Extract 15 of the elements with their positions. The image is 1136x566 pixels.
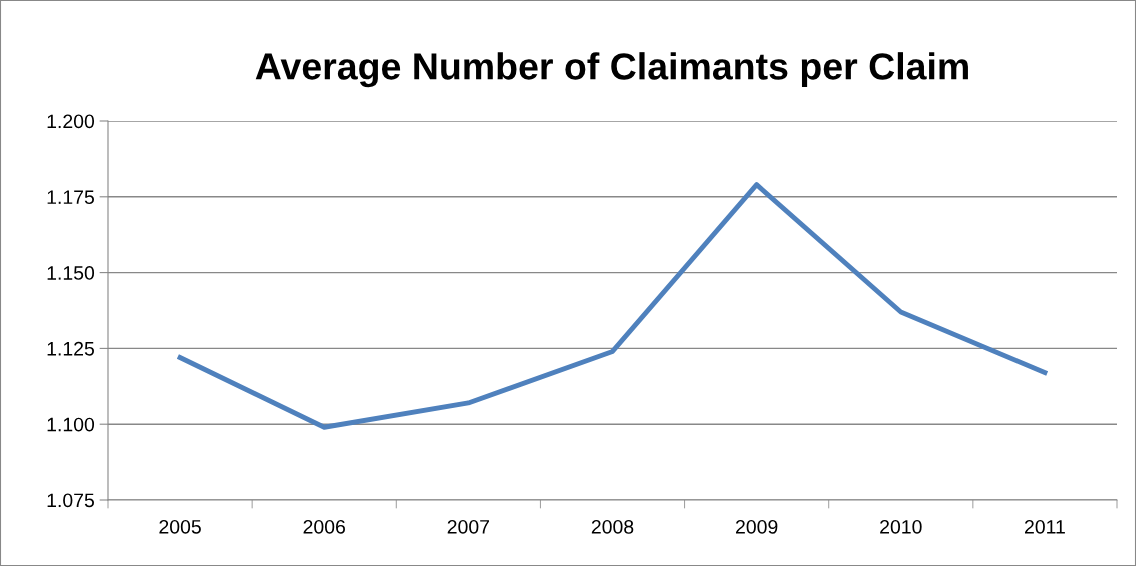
line-series [177,182,1048,430]
y-tick-label: 1.175 [47,190,94,205]
x-tick-label: 2008 [591,519,634,534]
x-tick-label: 2009 [736,519,778,534]
x-tick-label: 2011 [1025,519,1065,534]
x-tick-label: 2007 [447,519,490,534]
y-tick-label: 1.100 [47,417,95,432]
y-tick-label: 1.200 [47,114,95,129]
y-tick-label: 1.150 [47,266,95,280]
chart-title: Average Number of Claimants per Claim [255,52,968,88]
y-tick-label: 1.075 [47,493,94,508]
x-tick-label: 2005 [159,519,201,534]
y-tick-label: 1.125 [47,341,94,356]
x-tick-label: 2006 [303,519,345,534]
x-tick-label: 2010 [880,519,922,534]
